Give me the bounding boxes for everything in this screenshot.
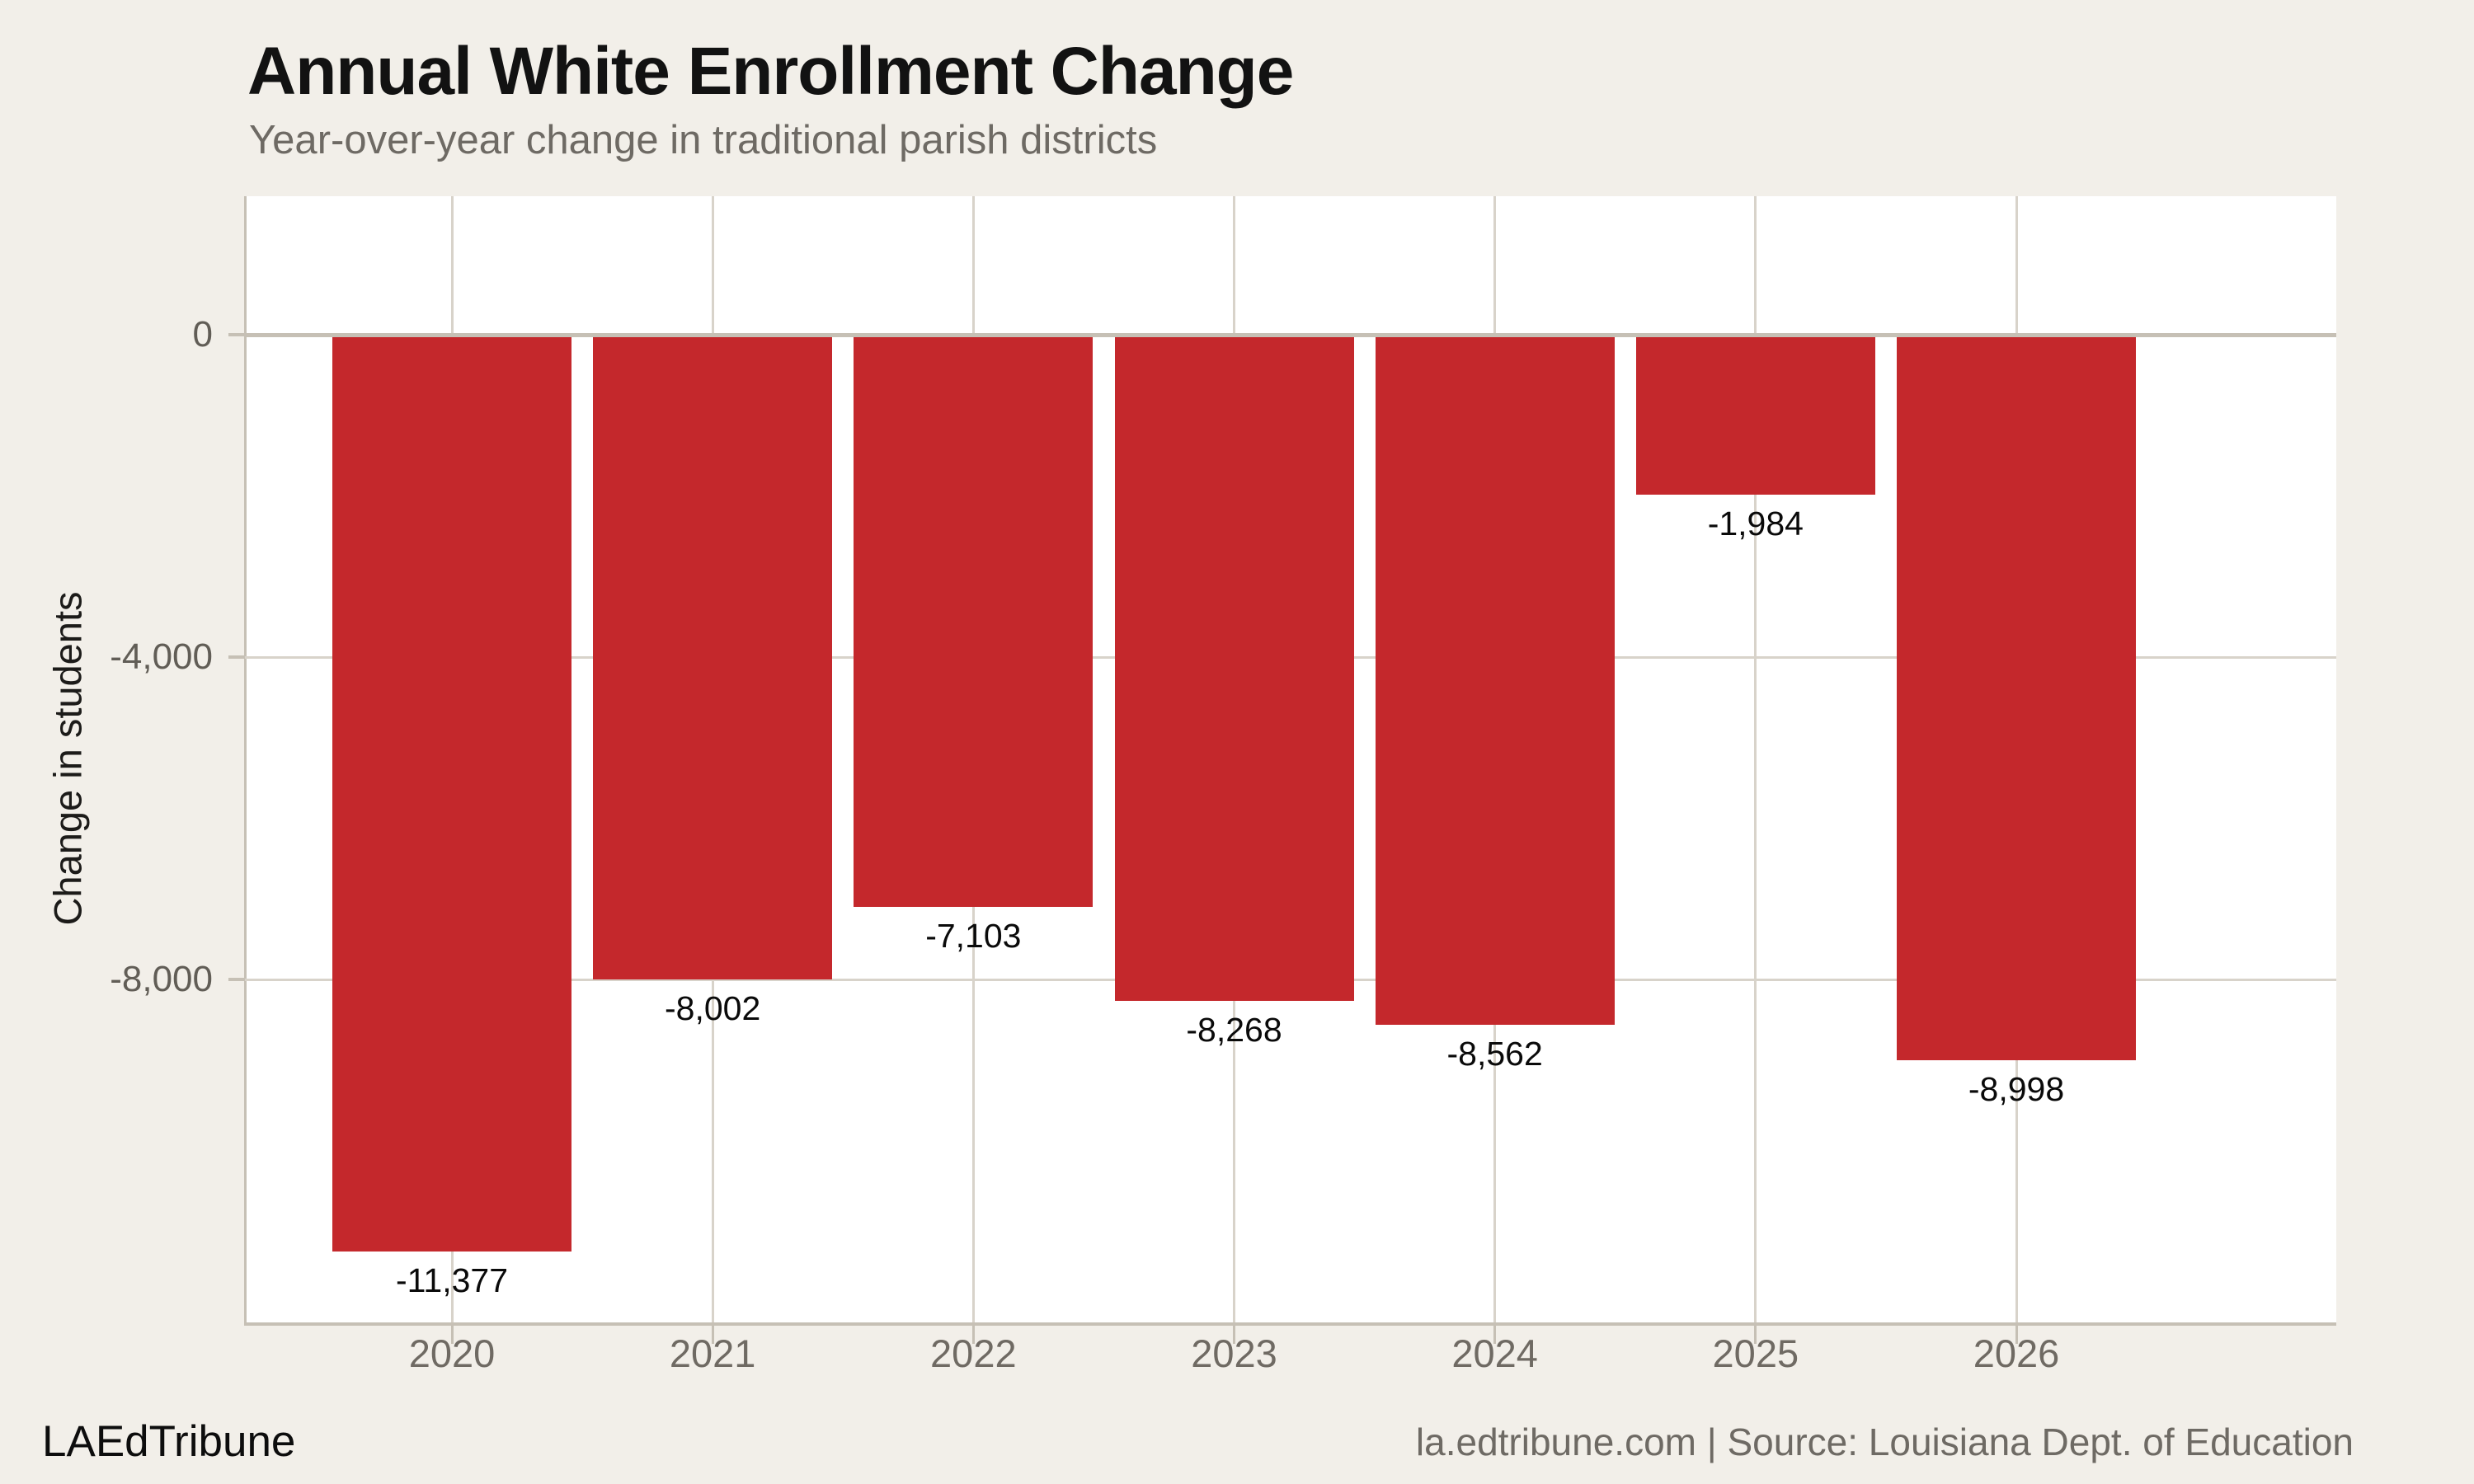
x-tick-label: 2025 bbox=[1712, 1331, 1799, 1375]
x-axis-tick bbox=[1233, 1326, 1235, 1344]
y-axis-title: Change in students bbox=[45, 591, 90, 926]
y-axis-tick bbox=[228, 655, 245, 659]
y-axis-tick bbox=[228, 978, 245, 981]
bar-value-label: -8,268 bbox=[1186, 1011, 1282, 1050]
x-axis-tick bbox=[2015, 1326, 2018, 1344]
bar-value-label: -11,377 bbox=[395, 1261, 509, 1300]
bar-value-label: -7,103 bbox=[925, 917, 1022, 956]
chart-title: Annual White Enrollment Change bbox=[247, 34, 1294, 109]
bar-2026 bbox=[1897, 335, 2136, 1060]
x-axis-tick bbox=[971, 1326, 975, 1344]
vertical-gridline bbox=[1754, 196, 1757, 1326]
x-axis-tick bbox=[711, 1326, 714, 1344]
source-attribution: la.edtribune.com | Source: Louisiana Dep… bbox=[1415, 1421, 2354, 1463]
bar-value-label: -1,984 bbox=[1707, 504, 1804, 542]
y-tick-label: -4,000 bbox=[110, 636, 213, 677]
plot-left-border bbox=[244, 196, 247, 1326]
brand-mark: LAEdTribune bbox=[42, 1417, 296, 1466]
bar-2023 bbox=[1114, 335, 1354, 1002]
x-axis-tick bbox=[1493, 1326, 1497, 1344]
bar-2024 bbox=[1375, 335, 1615, 1025]
x-tick-label: 2026 bbox=[1973, 1331, 2060, 1375]
y-tick-label: -8,000 bbox=[110, 959, 213, 999]
y-axis-tick bbox=[228, 333, 245, 336]
bar-value-label: -8,562 bbox=[1446, 1034, 1543, 1073]
bar-2025 bbox=[1635, 335, 1875, 495]
x-axis-baseline bbox=[245, 1322, 2336, 1326]
bar-value-label: -8,998 bbox=[1968, 1069, 2065, 1108]
x-tick-label: 2022 bbox=[930, 1331, 1017, 1375]
bar-value-label: -8,002 bbox=[665, 989, 761, 1028]
y-tick-label: 0 bbox=[192, 314, 213, 355]
plot-area bbox=[244, 196, 2336, 1326]
zero-axis-line bbox=[245, 332, 2336, 337]
chart-subtitle: Year-over-year change in traditional par… bbox=[249, 118, 1158, 162]
bar-2020 bbox=[332, 335, 571, 1252]
x-axis-tick bbox=[450, 1326, 454, 1344]
x-tick-label: 2020 bbox=[408, 1331, 496, 1375]
x-axis-tick bbox=[1754, 1326, 1757, 1344]
x-tick-label: 2021 bbox=[669, 1331, 756, 1375]
x-tick-label: 2023 bbox=[1191, 1331, 1277, 1375]
x-tick-label: 2024 bbox=[1451, 1331, 1538, 1375]
bar-2022 bbox=[854, 335, 1094, 908]
bar-2021 bbox=[593, 335, 833, 980]
